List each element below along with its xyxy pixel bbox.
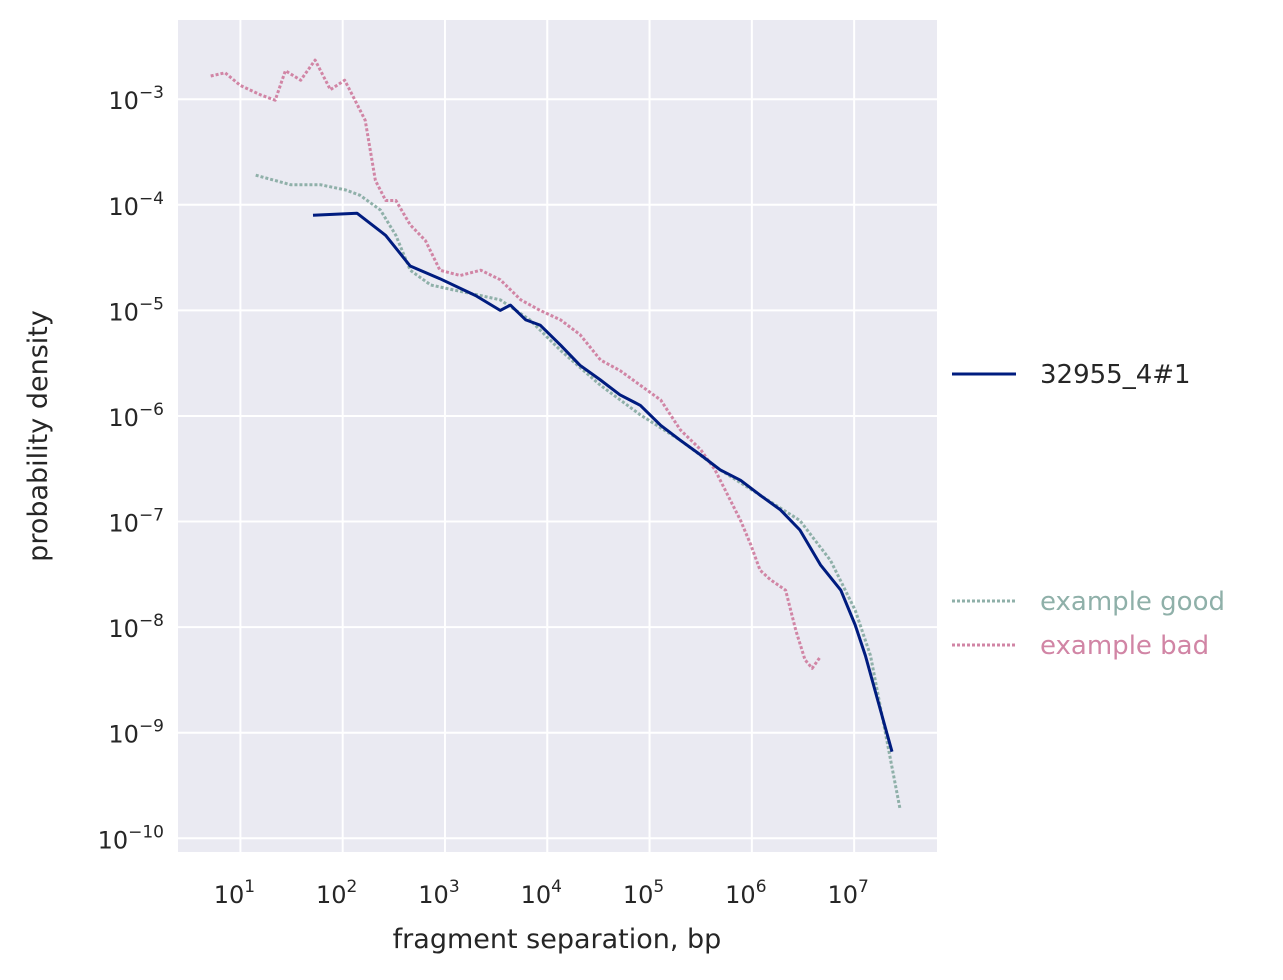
y-tick-label: 10−3 <box>108 83 164 115</box>
x-tick-label: 107 <box>827 877 868 909</box>
legend-label: example good <box>1040 587 1225 617</box>
grid <box>178 20 937 852</box>
y-tick-label: 10−9 <box>108 717 164 749</box>
legend-label: 32955_4#1 <box>1040 360 1191 390</box>
x-tick-label: 101 <box>214 877 255 909</box>
y-tick-label: 10−7 <box>108 506 164 538</box>
series-line-1 <box>255 173 902 811</box>
series-lines <box>210 58 902 811</box>
y-tick-label: 10−5 <box>108 294 164 326</box>
x-tick-labels: 101 102 103 104 105 106 107 <box>214 877 869 909</box>
y-tick-label: 10−4 <box>108 189 164 221</box>
y-tick-label: 10−6 <box>108 400 164 432</box>
y-tick-label: 10−10 <box>98 822 164 854</box>
x-tick-label: 104 <box>521 877 562 909</box>
x-tick-label: 103 <box>418 877 459 909</box>
y-tick-labels: 10−3 10−4 10−5 10−6 10−7 10−8 10−9 10−10 <box>98 83 164 854</box>
x-axis-label: fragment separation, bp <box>393 924 722 955</box>
series-line-0 <box>312 211 894 753</box>
x-tick-label: 102 <box>316 877 357 909</box>
x-tick-label: 106 <box>725 877 766 909</box>
y-axis-label: probability density <box>23 310 54 562</box>
legend-label: example bad <box>1040 631 1209 661</box>
y-tick-label: 10−8 <box>108 611 164 643</box>
series-line-2 <box>210 58 822 670</box>
plot-background <box>178 20 937 852</box>
x-tick-label: 105 <box>623 877 664 909</box>
